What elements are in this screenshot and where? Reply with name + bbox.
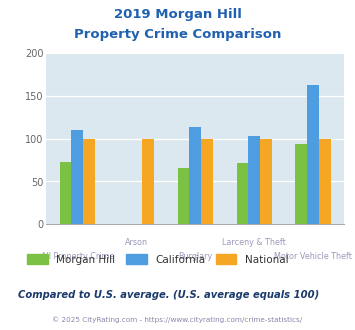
Bar bbox=[201, 139, 213, 224]
Text: Compared to U.S. average. (U.S. average equals 100): Compared to U.S. average. (U.S. average … bbox=[18, 290, 319, 300]
Bar bbox=[60, 162, 71, 224]
Text: 2019 Morgan Hill: 2019 Morgan Hill bbox=[114, 8, 241, 21]
Bar bbox=[142, 139, 154, 224]
Bar bbox=[83, 139, 95, 224]
Bar bbox=[307, 84, 319, 224]
Text: Property Crime Comparison: Property Crime Comparison bbox=[74, 28, 281, 41]
Bar bbox=[260, 139, 272, 224]
Legend: Morgan Hill, California, National: Morgan Hill, California, National bbox=[23, 250, 293, 269]
Bar bbox=[248, 136, 260, 224]
Text: Burglary: Burglary bbox=[178, 252, 212, 261]
Text: © 2025 CityRating.com - https://www.cityrating.com/crime-statistics/: © 2025 CityRating.com - https://www.city… bbox=[53, 317, 302, 323]
Text: Motor Vehicle Theft: Motor Vehicle Theft bbox=[274, 252, 352, 261]
Text: All Property Crime: All Property Crime bbox=[40, 252, 114, 261]
Text: Arson: Arson bbox=[125, 238, 148, 247]
Bar bbox=[319, 139, 331, 224]
Bar bbox=[71, 130, 83, 224]
Text: Larceny & Theft: Larceny & Theft bbox=[222, 238, 286, 247]
Bar bbox=[178, 168, 189, 224]
Bar bbox=[295, 144, 307, 224]
Bar bbox=[189, 127, 201, 224]
Bar bbox=[236, 163, 248, 224]
